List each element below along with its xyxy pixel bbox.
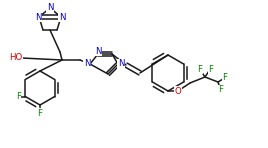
Text: F: F	[16, 92, 21, 101]
Text: F: F	[198, 65, 203, 74]
Text: F: F	[38, 108, 43, 118]
Text: N: N	[59, 12, 65, 21]
Text: HO: HO	[9, 53, 23, 62]
Text: N: N	[47, 4, 53, 12]
Text: N: N	[35, 12, 41, 21]
Text: F: F	[209, 65, 214, 74]
Text: N: N	[95, 46, 101, 56]
Text: N: N	[84, 59, 90, 69]
Text: F: F	[218, 86, 224, 95]
Text: F: F	[222, 74, 228, 82]
Text: O: O	[175, 86, 181, 95]
Text: N: N	[118, 59, 124, 69]
